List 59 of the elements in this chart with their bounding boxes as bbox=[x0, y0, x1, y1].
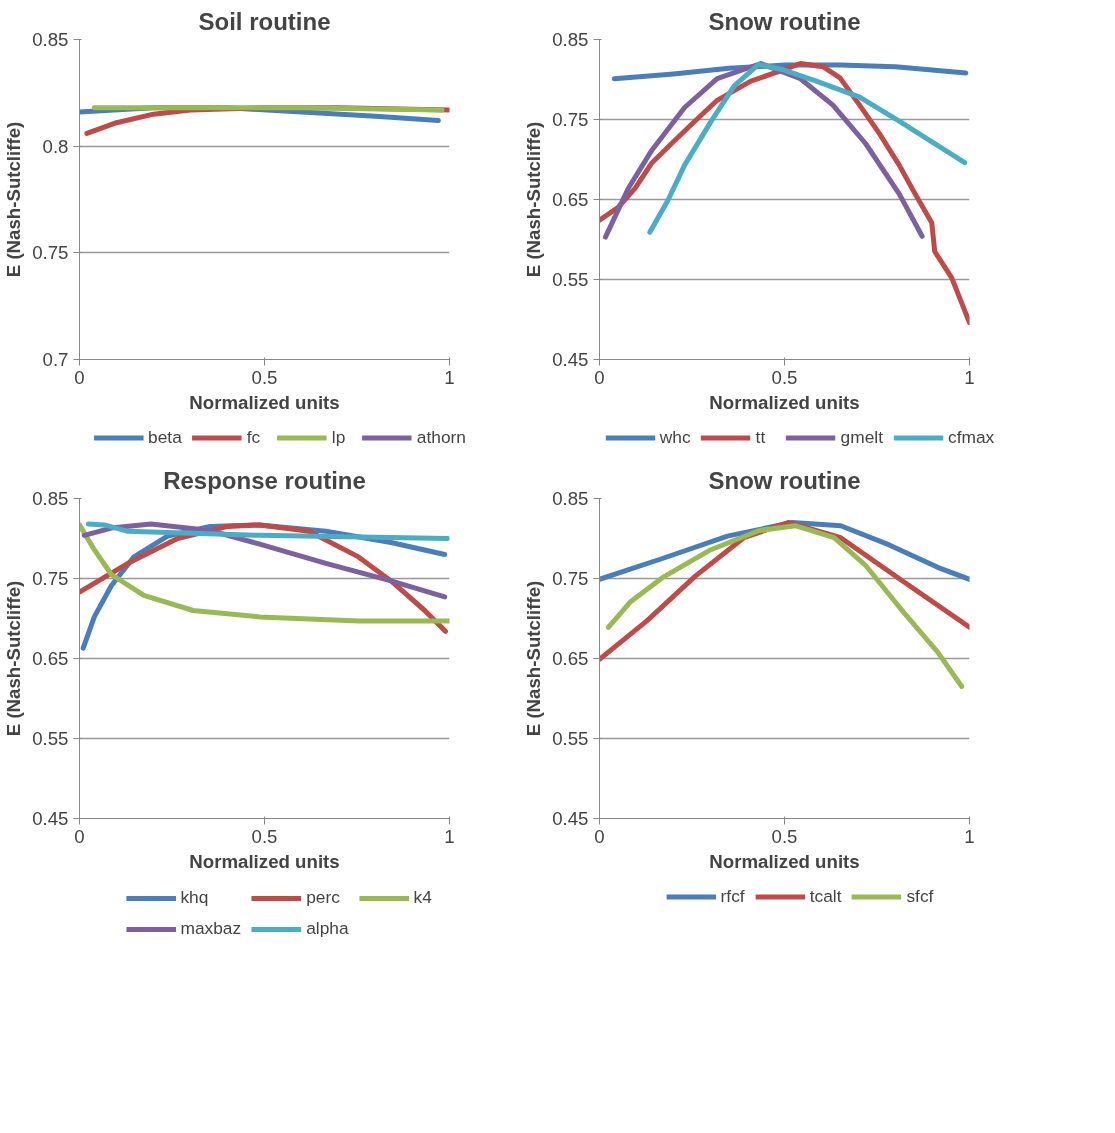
x-tick-label: 0.5 bbox=[251, 366, 278, 388]
y-axis-title: E (Nash-Sutcliffe) bbox=[523, 121, 545, 278]
legend-label: gmelt bbox=[840, 426, 883, 448]
x-axis-title: Normalized units bbox=[709, 391, 860, 413]
legend-label: perc bbox=[306, 887, 340, 908]
chart-title: Response routine bbox=[163, 466, 366, 494]
y-tick-label: 0.75 bbox=[32, 242, 69, 264]
x-tick-label: 1 bbox=[444, 366, 455, 388]
y-tick-label: 0.65 bbox=[552, 189, 589, 210]
y-tick-label: 0.85 bbox=[32, 488, 69, 509]
chart-title: Snow routine bbox=[708, 466, 861, 494]
x-axis-title: Normalized units bbox=[189, 850, 340, 872]
x-tick-label: 0 bbox=[74, 366, 85, 388]
x-tick-label: 0 bbox=[594, 825, 605, 847]
y-tick-label: 0.55 bbox=[552, 728, 589, 749]
legend-label: rfcf bbox=[720, 885, 745, 907]
legend-label: alpha bbox=[306, 918, 349, 939]
x-axis-title: Normalized units bbox=[189, 391, 340, 413]
legend-label: cfmax bbox=[947, 426, 995, 448]
legend-label: sfcf bbox=[906, 885, 934, 907]
x-tick-label: 0.5 bbox=[771, 825, 798, 847]
legend-label: k4 bbox=[413, 887, 433, 908]
y-tick-label: 0.55 bbox=[32, 728, 69, 749]
y-tick-label: 0.85 bbox=[552, 29, 589, 50]
y-tick-label: 0.7 bbox=[42, 349, 69, 370]
y-tick-label: 0.65 bbox=[32, 648, 69, 669]
x-axis-title: Normalized units bbox=[709, 850, 860, 872]
x-tick-label: 1 bbox=[964, 825, 975, 847]
y-tick-label: 0.85 bbox=[552, 488, 589, 509]
chart-title: Soil routine bbox=[198, 7, 331, 35]
legend-label: tcalt bbox=[809, 885, 842, 907]
legend-label: whc bbox=[659, 426, 691, 448]
y-tick-label: 0.75 bbox=[552, 568, 589, 589]
chart-title: Snow routine bbox=[708, 7, 861, 35]
y-tick-label: 0.45 bbox=[552, 349, 589, 370]
y-tick-label: 0.45 bbox=[32, 808, 69, 829]
y-tick-label: 0.85 bbox=[32, 29, 69, 50]
x-tick-label: 1 bbox=[444, 825, 455, 847]
x-tick-label: 0 bbox=[74, 825, 85, 847]
legend-label: fc bbox=[246, 426, 262, 448]
y-tick-label: 0.75 bbox=[32, 568, 69, 589]
legend-label: khq bbox=[180, 887, 209, 908]
legend-label: beta bbox=[148, 426, 182, 448]
y-axis-title: E (Nash-Sutcliffe) bbox=[3, 580, 25, 737]
y-tick-label: 0.45 bbox=[552, 808, 589, 829]
legend-label: lp bbox=[331, 426, 347, 448]
x-tick-label: 0.5 bbox=[251, 825, 278, 847]
x-tick-label: 1 bbox=[964, 366, 975, 388]
legend-label: athorn bbox=[416, 426, 466, 448]
y-tick-label: 0.75 bbox=[552, 109, 589, 130]
legend-label: tt bbox=[755, 426, 767, 448]
legend-label: maxbaz bbox=[180, 918, 242, 939]
x-tick-label: 0.5 bbox=[771, 366, 798, 388]
x-tick-label: 0 bbox=[594, 366, 605, 388]
y-tick-label: 0.8 bbox=[42, 135, 69, 157]
y-axis-title: E (Nash-Sutcliffe) bbox=[523, 580, 545, 737]
y-tick-label: 0.65 bbox=[552, 648, 589, 669]
y-tick-label: 0.55 bbox=[552, 269, 589, 290]
y-axis-title: E (Nash-Sutcliffe) bbox=[3, 121, 25, 278]
